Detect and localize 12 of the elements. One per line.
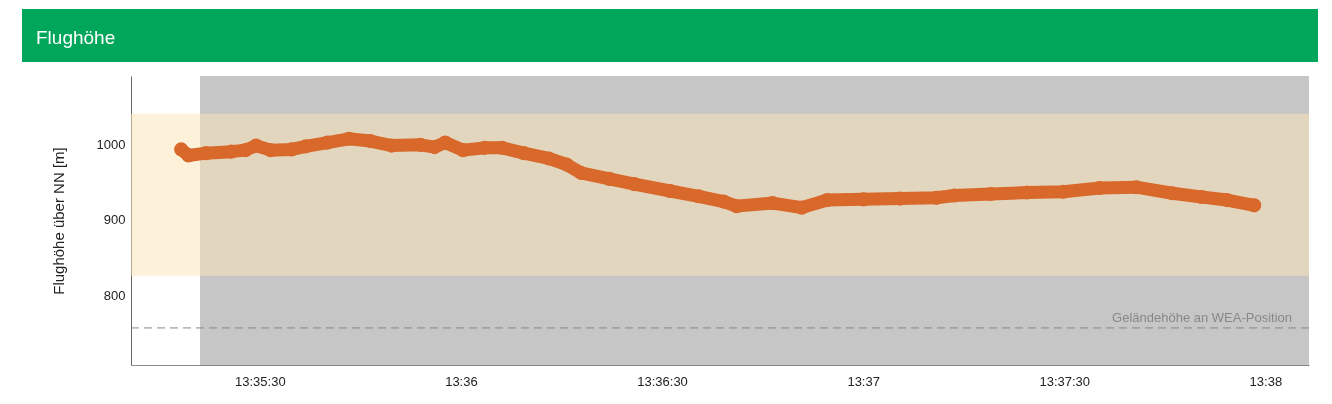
x-tick-label: 13:36:30 xyxy=(637,373,688,389)
ref-line-label: Geländehöhe an WEA-Position xyxy=(1112,309,1292,325)
chart-title: Flughöhe xyxy=(36,27,116,48)
x-tick-label: 13:35:30 xyxy=(235,373,286,389)
y-axis-title: Flughöhe über NN [m] xyxy=(49,147,67,295)
x-tick-label: 13:36 xyxy=(445,373,478,389)
y-tick-label: 1000 xyxy=(96,136,126,152)
x-tick-label: 13:37 xyxy=(847,373,880,389)
y-tick-label: 800 xyxy=(103,287,126,303)
y-tick-label: 900 xyxy=(103,212,126,228)
x-tick-label: 13:38 xyxy=(1249,373,1283,389)
x-tick-label: 13:37:30 xyxy=(1039,373,1091,389)
